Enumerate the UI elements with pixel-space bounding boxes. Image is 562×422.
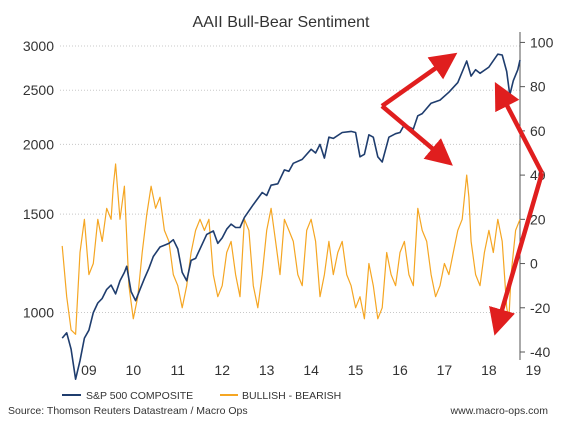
arrow-trough-down: [489, 172, 545, 336]
left-tick-label: 2000: [23, 136, 54, 152]
left-tick-label: 1000: [23, 305, 54, 321]
legend-label-sp500: S&P 500 COMPOSITE: [86, 390, 193, 402]
x-tick-label: 11: [171, 362, 186, 378]
x-tick-label: 15: [348, 362, 364, 378]
x-tick-label: 16: [392, 362, 408, 378]
source-note: Source: Thomson Reuters Datastream / Mac…: [8, 405, 248, 417]
x-tick-label: 10: [126, 362, 142, 378]
legend: S&P 500 COMPOSITE BULLISH - BEARISH: [62, 390, 341, 402]
right-tick-label: 80: [530, 79, 546, 95]
x-tick-label: 13: [259, 362, 275, 378]
x-tick-label: 09: [81, 362, 97, 378]
annotation-arrows: [380, 52, 545, 336]
x-axis: 09 10 11 12 13 14 15 16 17 18 19: [81, 362, 541, 378]
right-tick-label: -40: [530, 344, 550, 360]
arrow-peak-down: [380, 104, 453, 166]
x-tick-label: 17: [437, 362, 453, 378]
right-tick-label: 0: [530, 256, 538, 272]
left-axis: 1000 1500 2000 2500 3000: [23, 38, 54, 321]
right-tick-label: 100: [530, 34, 554, 50]
left-tick-label: 3000: [23, 38, 54, 54]
grid: [60, 45, 520, 314]
x-tick-label: 18: [481, 362, 497, 378]
left-tick-label: 2500: [23, 82, 54, 98]
series-bullish-bearish: [61, 163, 521, 335]
chart-title: AAII Bull-Bear Sentiment: [193, 14, 371, 31]
x-tick-label: 12: [214, 362, 230, 378]
right-tick-label: -20: [530, 300, 550, 316]
arrow-peak-up: [380, 52, 458, 108]
x-tick-label: 19: [526, 362, 542, 378]
x-tick-label: 14: [303, 362, 319, 378]
website-note: www.macro-ops.com: [450, 405, 549, 417]
arrow-trough-up: [494, 82, 544, 175]
legend-label-sentiment: BULLISH - BEARISH: [242, 390, 341, 402]
right-tick-label: 60: [530, 123, 546, 139]
series-sp500: [61, 53, 521, 380]
left-tick-label: 1500: [23, 206, 54, 222]
right-tick-label: 20: [530, 211, 546, 227]
